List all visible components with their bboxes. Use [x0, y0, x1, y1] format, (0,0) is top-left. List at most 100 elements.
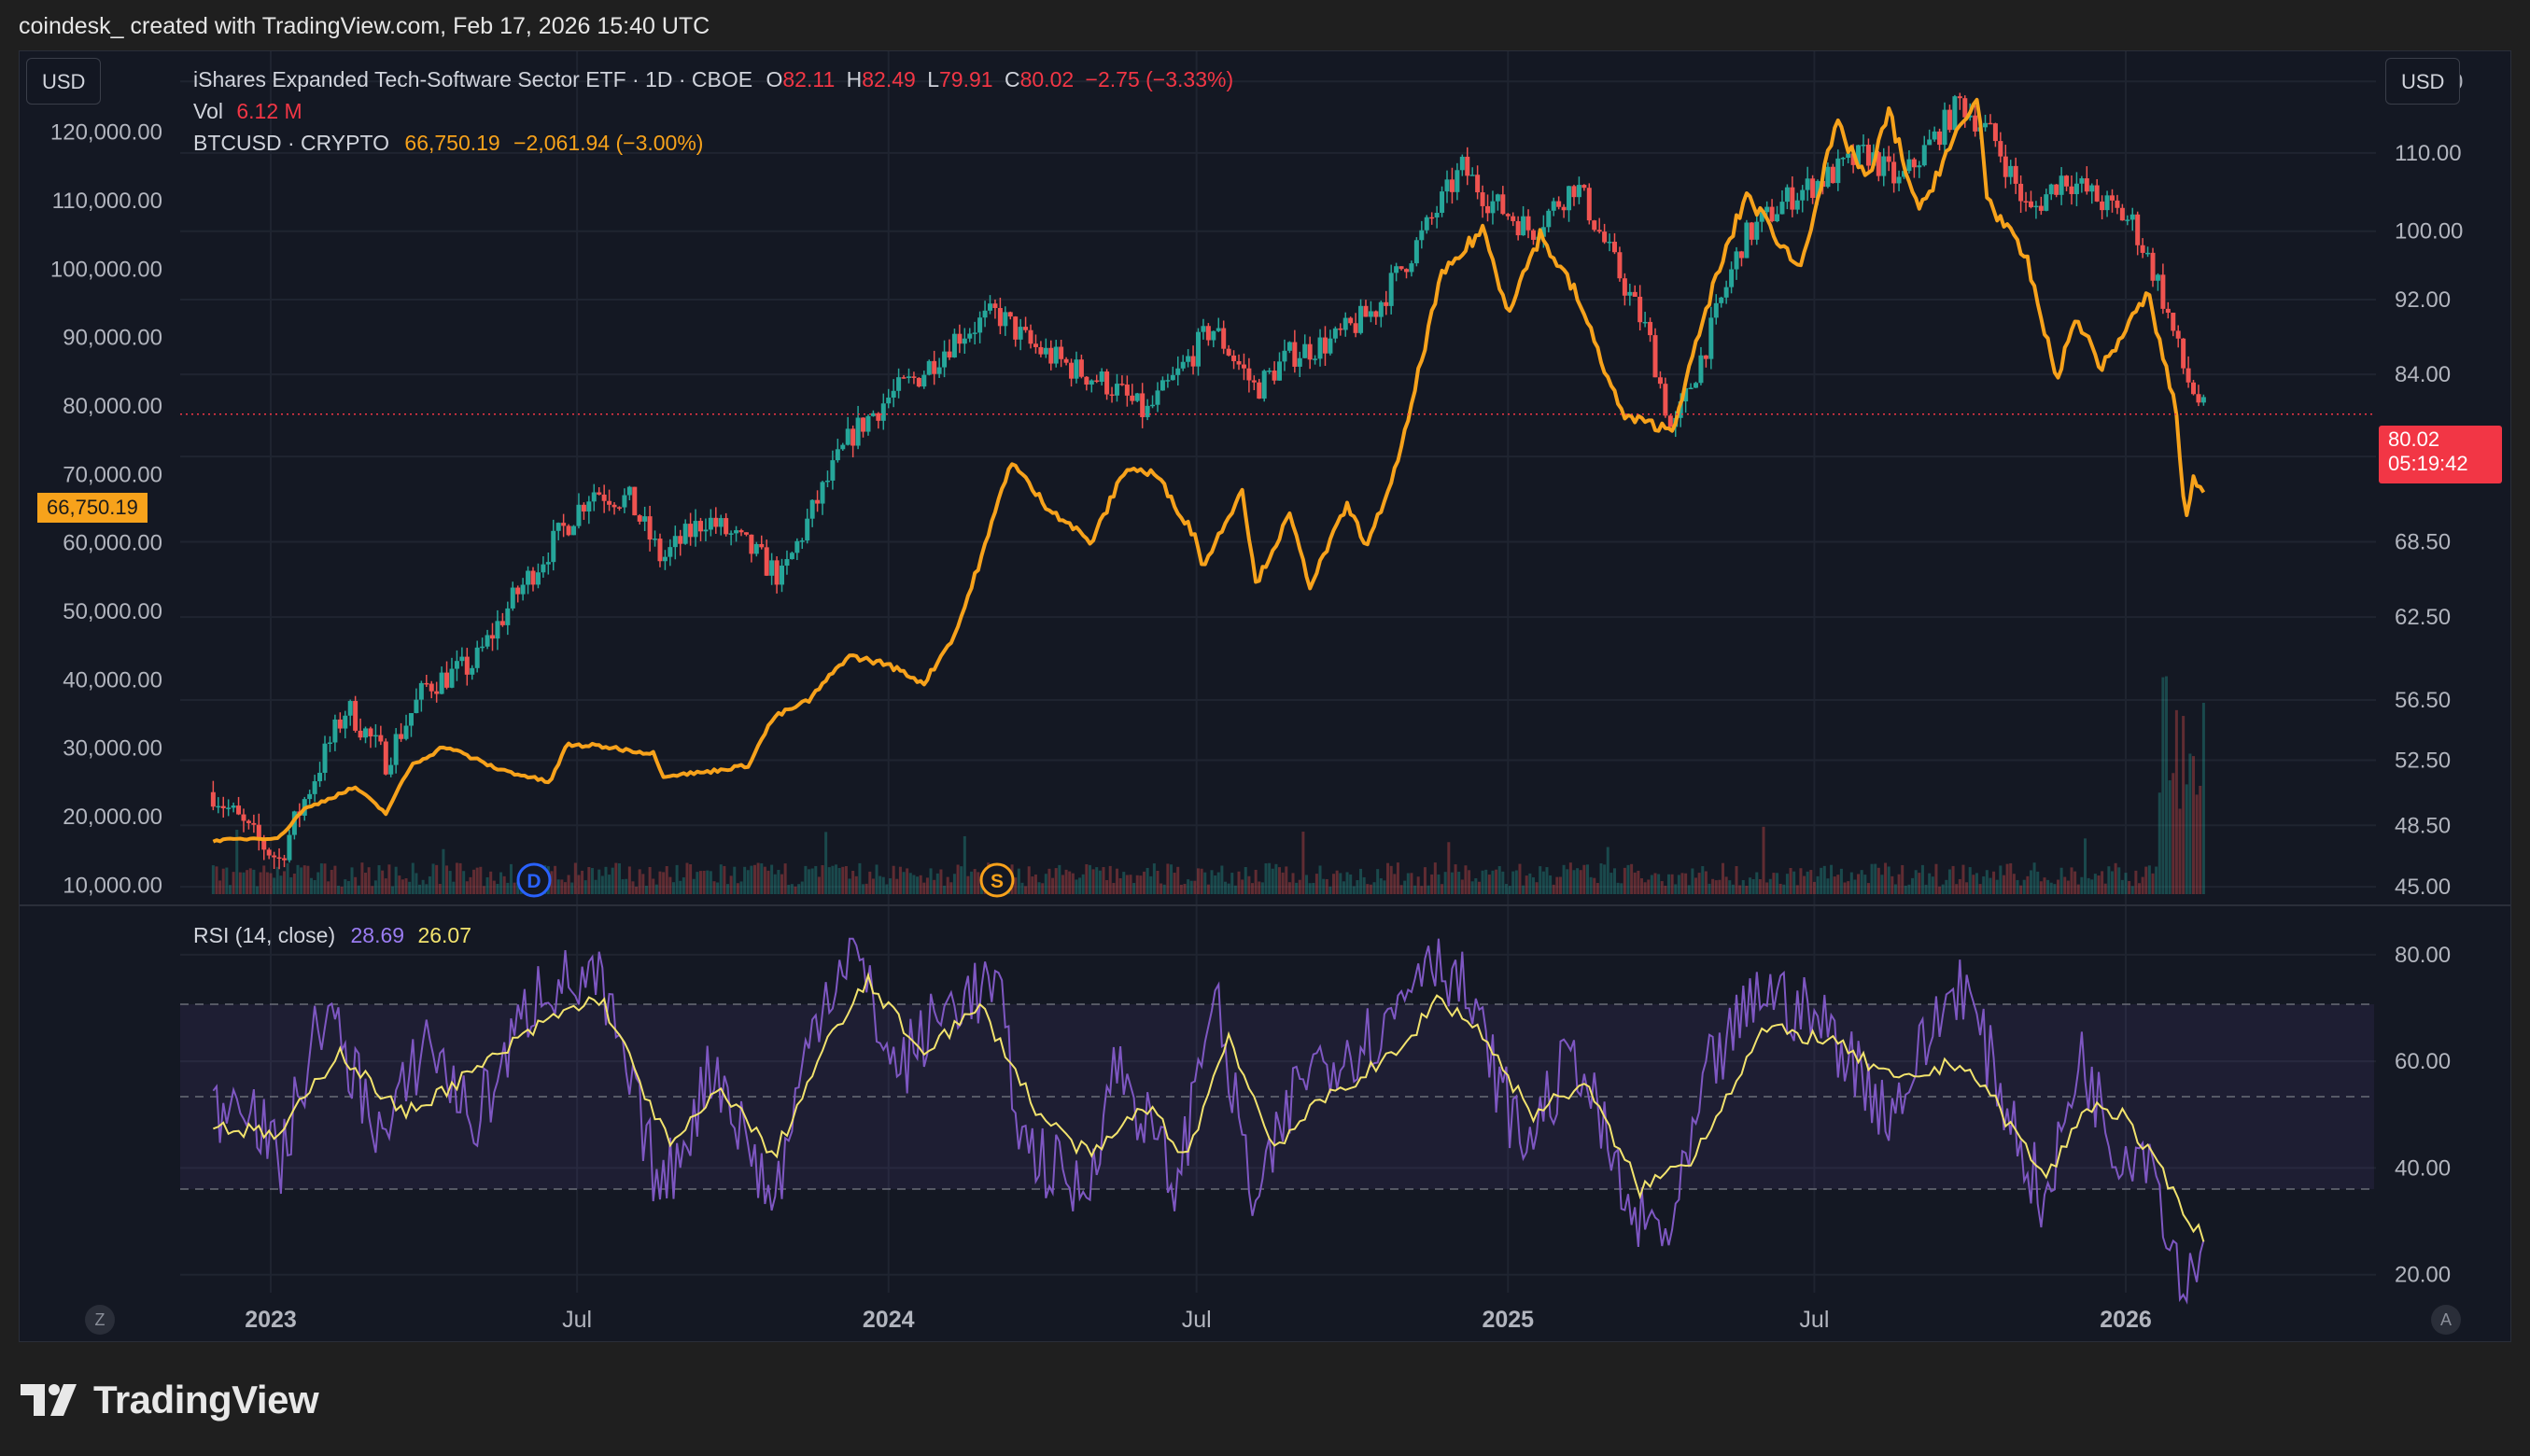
- tradingview-logo[interactable]: TradingView: [21, 1372, 319, 1428]
- auto-scale-button[interactable]: A: [2431, 1305, 2461, 1335]
- volume-bar: [1816, 875, 1820, 894]
- etf-candle: [805, 518, 810, 541]
- etf-candles: [210, 92, 2206, 870]
- volume-bar: [1183, 884, 1187, 894]
- etf-candle: [1038, 346, 1044, 355]
- volume-bar: [790, 884, 794, 894]
- etf-candle: [1865, 145, 1871, 166]
- volume-bar: [1389, 865, 1393, 894]
- split-marker-circle[interactable]: [979, 862, 1015, 898]
- close-label: C: [1004, 67, 1020, 91]
- etf-candle: [1388, 273, 1394, 306]
- volume-bar: [658, 871, 662, 894]
- etf-candle: [734, 530, 739, 534]
- etf-candle: [693, 521, 698, 538]
- right-axis-tick-label: 52.50: [2395, 749, 2451, 774]
- volume-bar: [462, 871, 466, 894]
- volume-bar: [2097, 875, 2101, 894]
- volume-bar: [221, 868, 225, 894]
- volume-bar: [485, 876, 489, 894]
- right-currency-button[interactable]: USD: [2385, 58, 2461, 105]
- etf-candle: [718, 518, 724, 527]
- volume-bar: [1522, 885, 1525, 894]
- volume-bar: [1281, 872, 1285, 894]
- btc-change: −2,061.94 (−3.00%): [513, 131, 704, 155]
- volume-bar: [2002, 875, 2005, 894]
- etf-candle: [1338, 328, 1343, 330]
- volume-bar: [1897, 874, 1901, 894]
- etf-candle: [1165, 380, 1171, 382]
- volume-bar: [1680, 873, 1684, 894]
- etf-candle: [1399, 266, 1404, 270]
- etf-candle: [1251, 380, 1257, 383]
- etf-candle: [1307, 343, 1313, 360]
- etf-candle: [1277, 361, 1283, 381]
- volume-bar: [635, 886, 639, 894]
- etf-candle: [1043, 347, 1048, 355]
- etf-candle: [2089, 185, 2095, 192]
- rsi-legend[interactable]: RSI (14, close) 28.69 26.07: [193, 923, 471, 948]
- volume-bar: [1271, 868, 1274, 894]
- volume-bar: [1904, 885, 1907, 894]
- volume-bar: [739, 881, 743, 894]
- etf-candle: [861, 417, 866, 432]
- volume-bar: [408, 881, 412, 894]
- volume-bar: [783, 863, 787, 894]
- volume-bar: [319, 863, 323, 894]
- etf-candle: [1190, 356, 1196, 367]
- etf-candle: [312, 781, 317, 794]
- etf-candle: [1825, 166, 1831, 188]
- volume-bar: [692, 878, 696, 894]
- etf-candle: [753, 543, 759, 554]
- etf-candle: [662, 556, 668, 562]
- volume-bar: [929, 868, 933, 894]
- etf-candle: [1119, 384, 1125, 385]
- volume-bar: [337, 885, 341, 894]
- volume-bar: [1278, 867, 1282, 894]
- volume-bar: [821, 864, 824, 894]
- volume-bar: [1751, 878, 1755, 894]
- etf-candle: [1708, 317, 1714, 359]
- right-axis-tick-label: 100.00: [2395, 219, 2463, 245]
- volume-legend[interactable]: Vol 6.12 M: [193, 99, 302, 124]
- etf-candle: [343, 715, 348, 729]
- volume-bar: [977, 872, 980, 894]
- volume-bar: [232, 872, 235, 894]
- x-axis-tick-label: 2025: [1482, 1307, 1534, 1333]
- volume-bar: [283, 871, 287, 894]
- volume-bar: [445, 865, 449, 894]
- volume-bar: [868, 871, 872, 894]
- dividend-marker-circle[interactable]: [516, 862, 552, 898]
- volume-bar: [608, 875, 611, 894]
- volume-bar: [2201, 702, 2205, 894]
- volume-bar: [492, 880, 496, 894]
- attribution: coindesk_ created with TradingView.com, …: [19, 13, 710, 39]
- left-axis-tick-label: 80,000.00: [63, 394, 162, 419]
- left-currency-button[interactable]: USD: [26, 58, 102, 105]
- volume-bar: [1595, 883, 1599, 894]
- volume-bar: [1054, 868, 1058, 894]
- volume-bar: [1024, 886, 1028, 894]
- zoom-button[interactable]: Z: [85, 1305, 115, 1335]
- etf-candle: [1515, 220, 1521, 236]
- volume-bar: [2083, 838, 2087, 894]
- volume-bar: [1914, 870, 1918, 894]
- btc-legend[interactable]: BTCUSD · CRYPTO 66,750.19 −2,061.94 (−3.…: [193, 131, 703, 156]
- etf-candle: [307, 793, 313, 800]
- volume-bar: [1992, 871, 1996, 894]
- volume-bar: [1312, 882, 1315, 894]
- etf-candle: [1723, 287, 1729, 298]
- etf-legend[interactable]: iShares Expanded Tech-Software Sector ET…: [193, 67, 1233, 92]
- etf-candle: [1703, 355, 1708, 359]
- etf-candle: [1556, 201, 1562, 207]
- volume-bar: [2195, 794, 2199, 894]
- volume-bar: [1670, 874, 1674, 894]
- volume-bar: [2110, 871, 2114, 894]
- volume-bar: [333, 865, 337, 894]
- etf-candle: [1013, 316, 1019, 340]
- volume-bar: [729, 875, 733, 894]
- volume-bar: [1731, 884, 1735, 894]
- etf-candle: [1611, 241, 1617, 253]
- etf-candle: [876, 413, 881, 421]
